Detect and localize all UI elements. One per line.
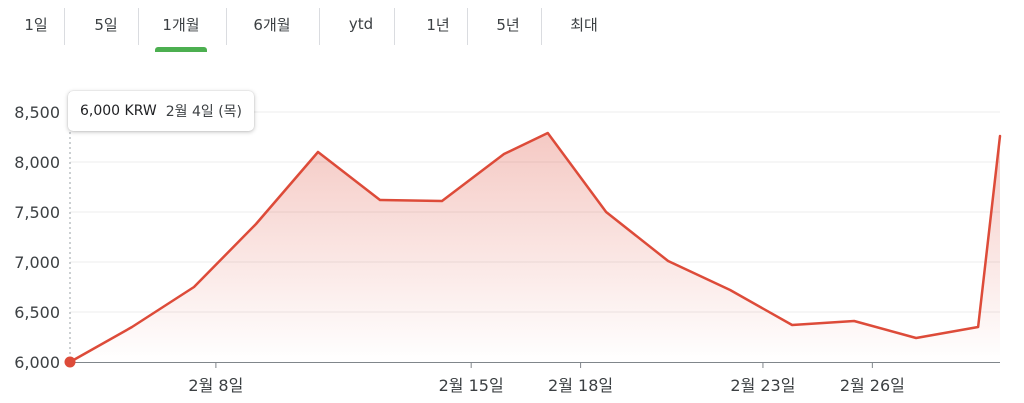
tab-1-day[interactable]: 1일 xyxy=(18,0,54,48)
y-tick-label: 8,500 xyxy=(14,103,60,122)
tab-divider xyxy=(64,8,65,45)
data-point[interactable] xyxy=(910,332,922,344)
data-point[interactable] xyxy=(436,195,448,207)
tab-label: 최대 xyxy=(570,15,598,34)
price-area-fill xyxy=(70,133,1000,362)
tab-divider xyxy=(226,8,227,45)
x-tick-label: 2월 26일 xyxy=(840,376,905,395)
active-tab-indicator xyxy=(155,47,207,52)
data-point[interactable] xyxy=(374,194,386,206)
data-point[interactable] xyxy=(662,255,674,267)
price-tooltip: 6,000 KRW 2월 4일 (목) xyxy=(68,91,254,131)
tab-divider xyxy=(394,8,395,45)
y-tick-label: 6,000 xyxy=(14,353,60,372)
data-point[interactable] xyxy=(542,127,554,139)
y-tick-label: 6,500 xyxy=(14,303,60,322)
x-tick-label: 2월 18일 xyxy=(548,376,613,395)
data-point[interactable] xyxy=(724,284,736,296)
y-tick-label: 7,000 xyxy=(14,253,60,272)
hover-point-marker xyxy=(64,356,76,368)
tab-divider xyxy=(541,8,542,45)
y-tick-label: 7,500 xyxy=(14,203,60,222)
x-tick-label: 2월 23일 xyxy=(730,376,795,395)
x-tick-label: 2월 15일 xyxy=(439,376,504,395)
x-tick-label: 2월 8일 xyxy=(188,376,243,395)
tab-label: 6개월 xyxy=(253,15,291,34)
tab-divider xyxy=(467,8,468,45)
tab-label: ytd xyxy=(348,15,374,33)
tab-label: 5년 xyxy=(496,15,520,34)
data-point[interactable] xyxy=(498,148,510,160)
tab-max[interactable]: 최대 xyxy=(560,0,608,48)
range-tabs: 1일 5일 1개월 6개월 ytd 1년 5년 최대 xyxy=(0,0,640,52)
tab-1-year[interactable]: 1년 xyxy=(418,0,458,48)
data-point[interactable] xyxy=(600,206,612,218)
tooltip-date: 2월 4일 (목) xyxy=(165,104,242,120)
data-point[interactable] xyxy=(126,321,138,333)
tab-label: 5일 xyxy=(94,15,118,34)
tab-ytd[interactable]: ytd xyxy=(340,0,382,48)
data-point[interactable] xyxy=(786,319,798,331)
tab-6-month[interactable]: 6개월 xyxy=(244,0,300,48)
tooltip-price: 6,000 KRW xyxy=(80,103,157,119)
tab-divider xyxy=(319,8,320,45)
tab-1-month[interactable]: 1개월 xyxy=(154,0,208,52)
tab-label: 1년 xyxy=(426,15,450,34)
tab-5-day[interactable]: 5일 xyxy=(84,0,128,48)
data-point[interactable] xyxy=(312,146,324,158)
tab-label: 1일 xyxy=(24,15,48,34)
price-line xyxy=(68,131,1002,364)
data-point[interactable] xyxy=(848,315,860,327)
tab-divider xyxy=(138,8,139,45)
data-point[interactable] xyxy=(250,218,262,230)
data-point[interactable] xyxy=(994,130,1006,142)
tab-label: 1개월 xyxy=(162,15,200,34)
tab-5-year[interactable]: 5년 xyxy=(488,0,528,48)
y-tick-label: 8,000 xyxy=(14,153,60,172)
data-point[interactable] xyxy=(972,321,984,333)
data-point[interactable] xyxy=(188,281,200,293)
